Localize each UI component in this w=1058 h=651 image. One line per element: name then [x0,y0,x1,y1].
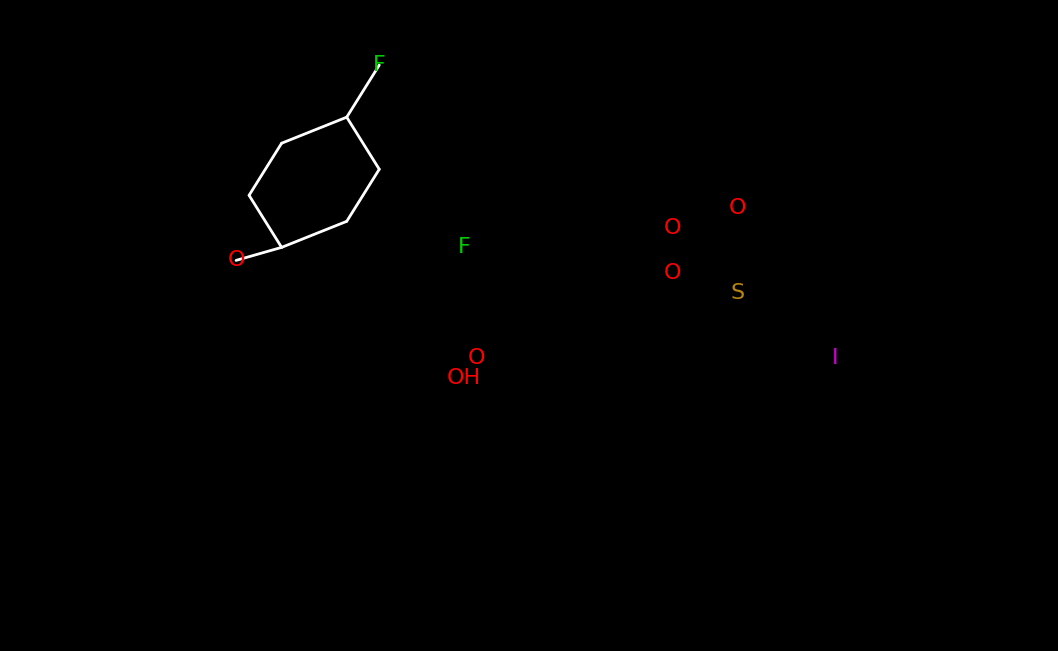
Text: F: F [457,238,470,257]
Text: F: F [372,55,386,75]
Text: O: O [729,199,746,218]
Text: S: S [730,283,745,303]
Text: O: O [469,348,486,368]
Text: O: O [663,218,681,238]
Text: OH: OH [446,368,481,387]
Text: I: I [832,348,838,368]
Text: O: O [227,251,244,270]
Text: O: O [663,264,681,283]
